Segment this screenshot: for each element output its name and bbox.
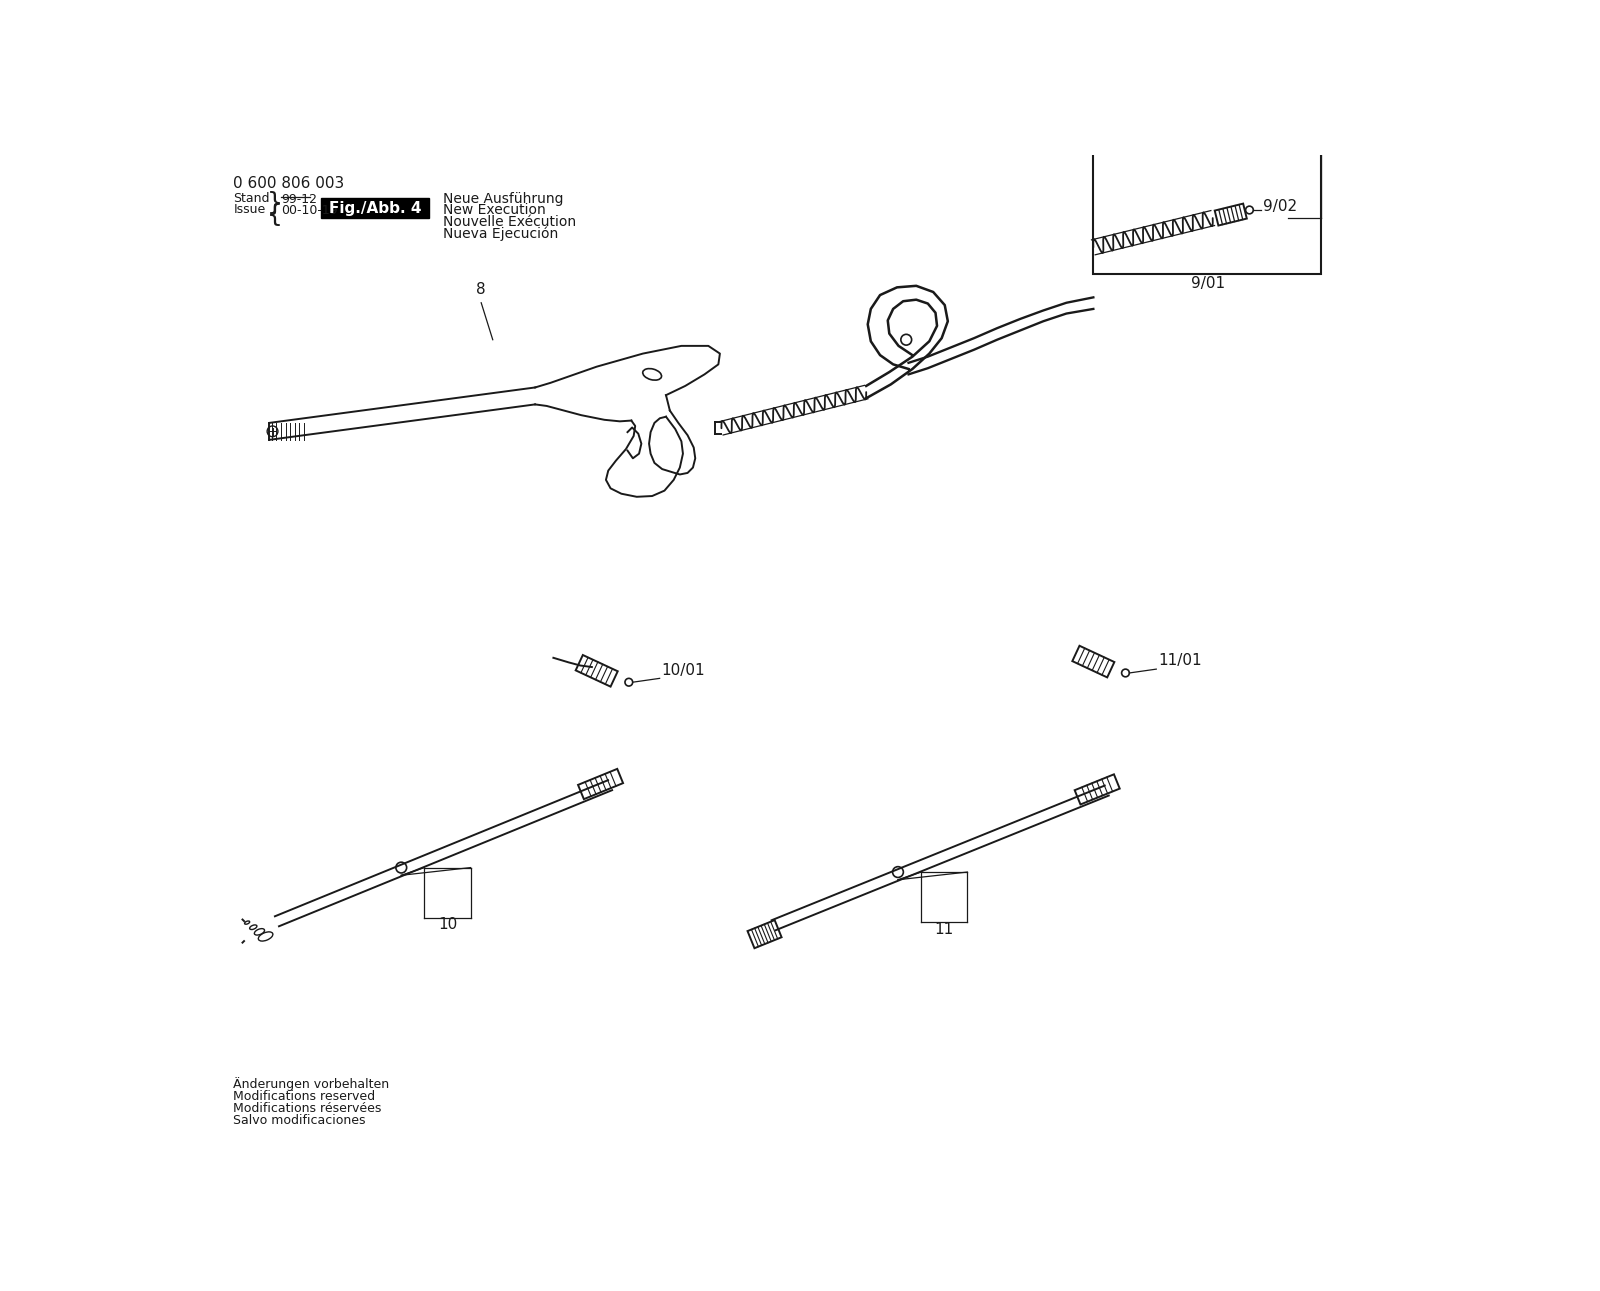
Circle shape	[395, 862, 406, 873]
Text: New Execution: New Execution	[443, 204, 546, 217]
Text: 9/01: 9/01	[1190, 276, 1226, 292]
Text: Salvo modificaciones: Salvo modificaciones	[234, 1114, 366, 1127]
Text: 00-10-19: 00-10-19	[282, 204, 338, 217]
Text: 10: 10	[438, 917, 458, 932]
Ellipse shape	[245, 920, 250, 924]
Text: {: {	[267, 203, 283, 227]
Text: 11: 11	[934, 922, 954, 937]
Text: 10/01: 10/01	[661, 662, 704, 678]
Polygon shape	[747, 920, 781, 948]
Text: 8: 8	[477, 281, 486, 297]
Text: Änderungen vorbehalten: Änderungen vorbehalten	[234, 1078, 389, 1091]
Text: 9/02: 9/02	[1262, 199, 1296, 213]
Polygon shape	[576, 655, 618, 687]
Circle shape	[1122, 669, 1130, 676]
Text: }: }	[267, 191, 283, 216]
Text: 11/01: 11/01	[1158, 653, 1202, 669]
Circle shape	[1246, 207, 1253, 214]
Ellipse shape	[254, 928, 264, 935]
Text: Modifications reserved: Modifications reserved	[234, 1090, 376, 1103]
Polygon shape	[1214, 204, 1246, 226]
Text: Nouvelle Exécution: Nouvelle Exécution	[443, 216, 576, 229]
Circle shape	[626, 678, 632, 686]
Text: 0 600 806 003: 0 600 806 003	[234, 177, 344, 191]
Polygon shape	[578, 769, 622, 799]
Polygon shape	[1072, 646, 1114, 678]
Text: Fig./Abb. 4: Fig./Abb. 4	[328, 200, 421, 216]
Polygon shape	[1075, 775, 1120, 804]
Text: Issue: Issue	[234, 203, 266, 216]
Text: Stand: Stand	[234, 192, 270, 205]
Bar	[1093, 74, 1320, 274]
Circle shape	[901, 334, 912, 345]
Ellipse shape	[250, 924, 258, 930]
Text: Modifications réservées: Modifications réservées	[234, 1103, 382, 1115]
Ellipse shape	[258, 932, 274, 941]
Circle shape	[893, 866, 904, 878]
Ellipse shape	[643, 369, 661, 380]
FancyBboxPatch shape	[322, 198, 429, 218]
Text: Nueva Ejecución: Nueva Ejecución	[443, 226, 558, 241]
Text: Neue Ausführung: Neue Ausführung	[443, 192, 563, 205]
Text: 99-12: 99-12	[282, 194, 317, 207]
